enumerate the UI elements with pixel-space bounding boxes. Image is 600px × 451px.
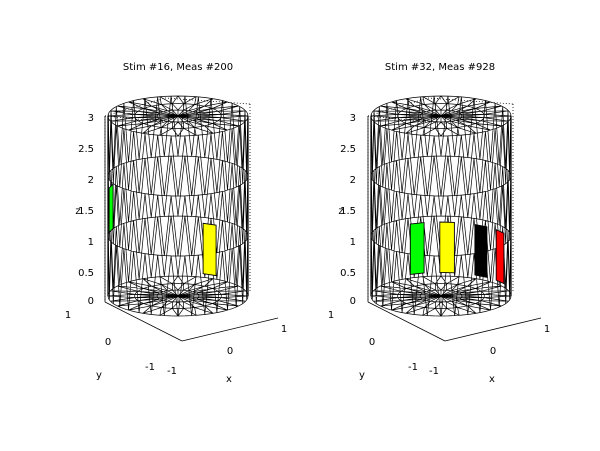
z-tick-label: 2	[88, 175, 94, 186]
electrode-strip	[475, 225, 487, 278]
z-tick-label: 0.5	[78, 268, 94, 279]
z-tick-label: 2	[350, 175, 356, 186]
z-tick-label: 0	[88, 296, 94, 307]
x-tick-label: 1	[281, 324, 287, 335]
y-tick-label: -1	[408, 362, 418, 373]
z-axis-label: z	[338, 206, 343, 217]
z-tick-label: 2.5	[340, 144, 356, 155]
y-tick-label: 1	[328, 310, 334, 321]
electrode-strip	[496, 230, 504, 284]
y-tick-label: -1	[145, 362, 155, 373]
x-tick-label: -1	[167, 366, 177, 377]
electrode-strip	[109, 184, 113, 232]
z-axis-label: z	[75, 206, 80, 217]
x-tick-label: -1	[429, 366, 439, 377]
y-tick-label: 0	[105, 337, 111, 348]
z-tick-label: 3	[350, 113, 356, 124]
x-axis-label: x	[489, 374, 495, 385]
electrode-strip	[203, 223, 216, 275]
plot-title: Stim #32, Meas #928	[385, 62, 495, 73]
electrode-strip	[410, 223, 424, 275]
plot-title: Stim #16, Meas #200	[123, 62, 233, 73]
x-tick-label: 0	[490, 346, 496, 357]
z-tick-label: 2.5	[78, 144, 94, 155]
z-tick-label: 0	[350, 296, 356, 307]
x-tick-label: 0	[227, 346, 233, 357]
y-tick-label: 0	[369, 337, 375, 348]
x-axis-label: x	[226, 374, 232, 385]
z-tick-label: 1	[88, 237, 94, 248]
z-tick-label: 0.5	[340, 268, 356, 279]
z-tick-label: 3	[88, 113, 94, 124]
y-axis-label: y	[359, 370, 365, 381]
z-tick-label: 1	[350, 237, 356, 248]
y-tick-label: 1	[65, 310, 71, 321]
electrode-strip	[440, 222, 455, 273]
y-axis-label: y	[96, 370, 102, 381]
x-tick-label: 1	[544, 324, 550, 335]
